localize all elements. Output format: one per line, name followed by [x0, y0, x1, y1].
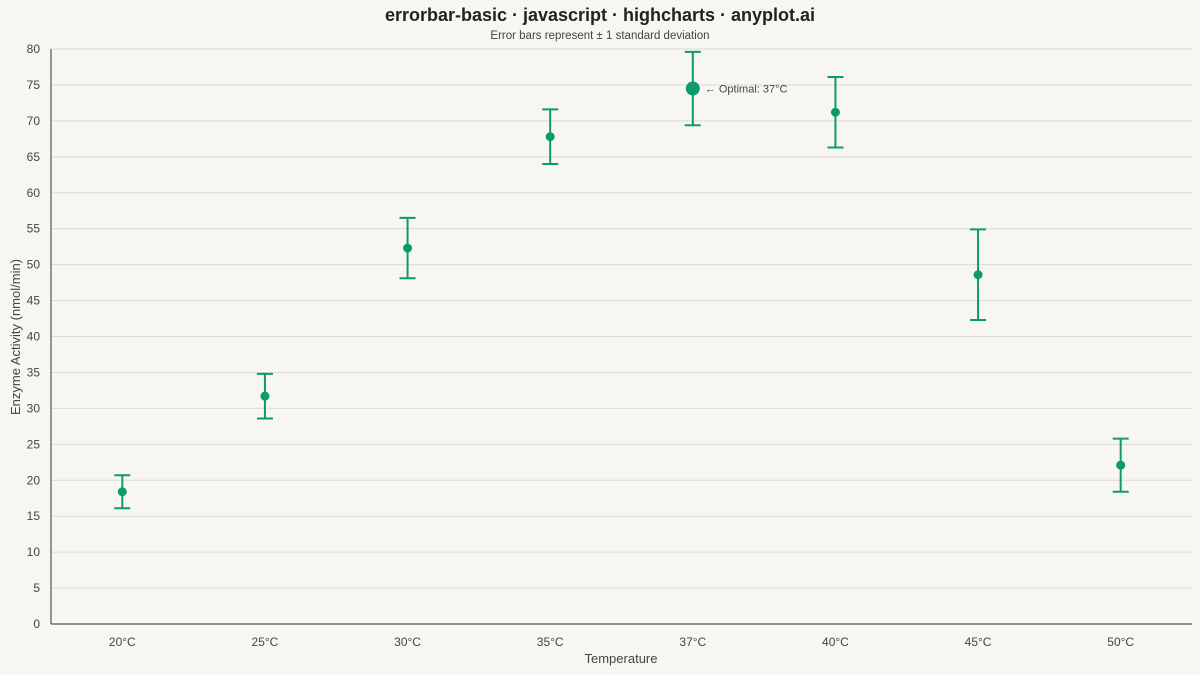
- y-tick-label: 50: [27, 258, 41, 272]
- y-tick-label: 20: [27, 473, 41, 487]
- data-point[interactable]: [973, 270, 983, 280]
- y-tick-label: 5: [33, 581, 40, 595]
- data-point[interactable]: [260, 391, 270, 401]
- x-tick-label: 50°C: [1107, 635, 1134, 649]
- x-tick-label: 40°C: [822, 635, 849, 649]
- error-bar-group: [114, 474, 131, 510]
- y-tick-label: 55: [27, 222, 41, 236]
- error-bar-group: [399, 216, 416, 280]
- error-bar-group: [256, 372, 273, 420]
- y-axis-tick-labels: 0 5 10 15 20 25 30 35 40 45 50 55 60 65 70 75 80: [27, 42, 41, 631]
- x-tick-label: 45°C: [965, 635, 992, 649]
- y-tick-label: 15: [27, 509, 41, 523]
- chart-title: errorbar-basic · javascript · highcharts…: [385, 5, 815, 25]
- y-tick-label: 40: [27, 330, 41, 344]
- x-tick-label: 30°C: [394, 635, 421, 649]
- data-point[interactable]: [1116, 460, 1126, 470]
- x-axis-title: Temperature: [585, 651, 658, 666]
- error-bar-group: [970, 228, 987, 321]
- y-tick-label: 35: [27, 365, 41, 379]
- x-tick-label: 35°C: [537, 635, 564, 649]
- x-axis-tick-labels: 20°C 25°C 30°C 35°C 37°C 40°C 45°C 50°C: [109, 635, 1135, 649]
- chart-subtitle: Error bars represent ± 1 standard deviat…: [490, 30, 709, 42]
- optimal-annotation: ← Optimal: 37°C: [705, 84, 788, 96]
- y-axis-title: Enzyme Activity (nmol/min): [8, 259, 23, 415]
- data-point[interactable]: [685, 81, 700, 96]
- y-tick-label: 30: [27, 401, 41, 415]
- error-bar-group: [684, 50, 701, 127]
- error-bar-group: [1112, 437, 1129, 493]
- y-tick-label: 0: [33, 617, 40, 631]
- error-bar-group: [827, 76, 844, 149]
- data-point[interactable]: [830, 107, 840, 117]
- y-tick-label: 25: [27, 437, 41, 451]
- data-point[interactable]: [403, 243, 413, 253]
- error-bar-series: [114, 50, 1129, 510]
- y-tick-label: 70: [27, 114, 41, 128]
- x-tick-label: 25°C: [252, 635, 279, 649]
- y-tick-label: 60: [27, 186, 41, 200]
- y-tick-label: 75: [27, 78, 41, 92]
- data-point[interactable]: [545, 132, 555, 142]
- y-tick-label: 80: [27, 42, 41, 56]
- data-point[interactable]: [117, 487, 127, 497]
- annotations: ← Optimal: 37°C: [705, 84, 788, 96]
- y-tick-label: 10: [27, 545, 41, 559]
- x-tick-label: 20°C: [109, 635, 136, 649]
- y-tick-label: 45: [27, 294, 41, 308]
- y-tick-label: 65: [27, 150, 41, 164]
- grid-lines: [51, 48, 1192, 589]
- x-tick-label: 37°C: [679, 635, 706, 649]
- error-bar-group: [542, 108, 559, 165]
